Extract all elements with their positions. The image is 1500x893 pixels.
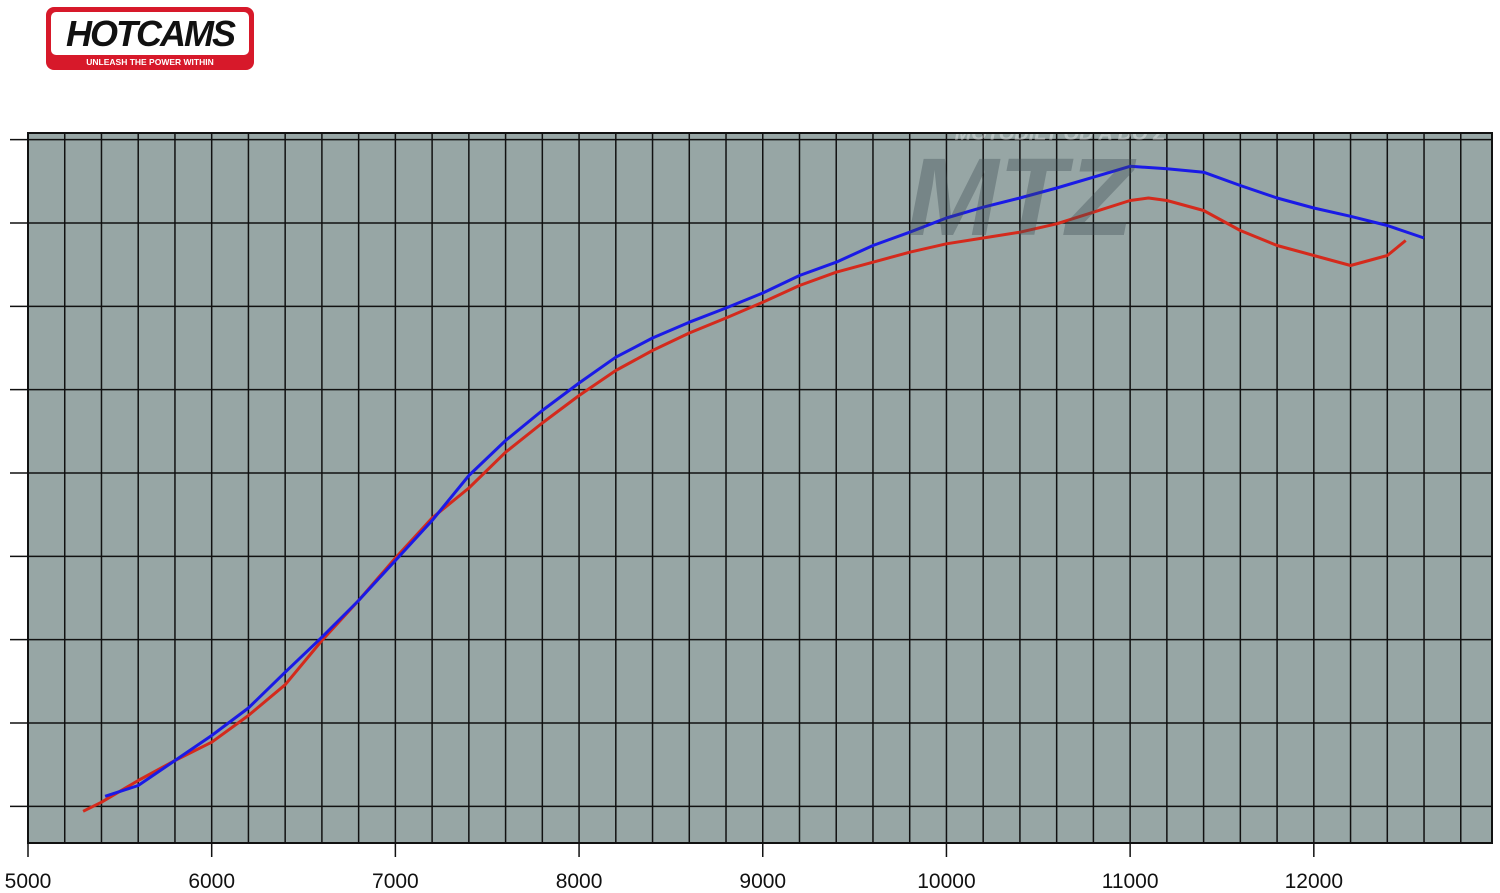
x-tick-label: 5000 (5, 870, 52, 893)
logo-brand: HOTCAMS (66, 13, 236, 54)
x-tick-label: 11000 (1102, 870, 1159, 893)
x-tick-label: 7000 (372, 870, 419, 893)
plot-layer (27, 133, 1492, 843)
series-line (82, 196, 1407, 813)
logo-tagline: UNLEASH THE POWER WITHIN (86, 57, 214, 67)
logo: HOTCAMS UNLEASH THE POWER WITHIN (46, 7, 254, 70)
series-line (104, 164, 1425, 798)
x-tick-label: 9000 (739, 870, 786, 893)
watermark: MOTODÍLY OD A DO Z MTZ (907, 122, 1166, 259)
x-tick-label: 12000 (1285, 870, 1343, 893)
plot-border (27, 132, 1493, 844)
x-tick-label: 10000 (917, 870, 975, 893)
x-tick-label: 8000 (556, 870, 603, 893)
x-tick-label: 6000 (188, 870, 235, 893)
logo-panel (51, 12, 249, 55)
watermark-brand: MTZ (907, 136, 1137, 259)
plot-area (28, 133, 1492, 843)
